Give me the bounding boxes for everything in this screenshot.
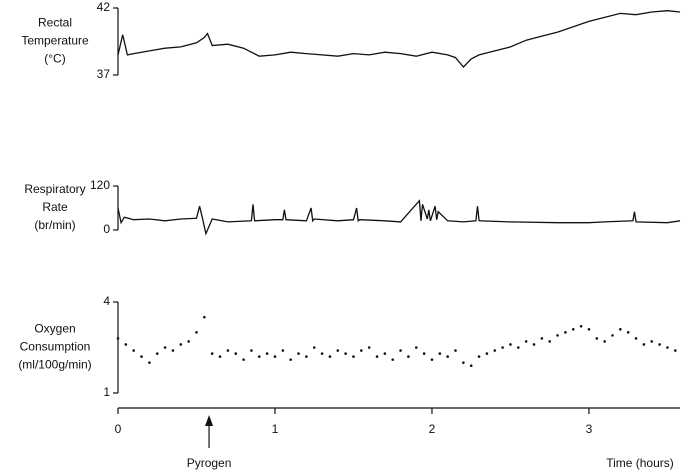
data-point bbox=[163, 346, 167, 349]
y-label: (°C) bbox=[44, 52, 65, 66]
data-point bbox=[619, 328, 622, 331]
data-point bbox=[673, 349, 677, 352]
data-point bbox=[564, 331, 567, 334]
data-point bbox=[548, 340, 552, 343]
y-label: (br/min) bbox=[34, 218, 75, 232]
data-point bbox=[611, 334, 614, 337]
data-point bbox=[540, 337, 544, 340]
data-point bbox=[203, 315, 206, 319]
data-point bbox=[603, 340, 606, 343]
x-tick-label: 1 bbox=[272, 422, 279, 436]
data-point bbox=[195, 331, 198, 334]
data-point bbox=[218, 355, 222, 358]
data-point bbox=[658, 343, 661, 346]
data-point bbox=[132, 349, 135, 352]
data-point bbox=[360, 349, 363, 352]
data-point bbox=[344, 352, 347, 355]
data-point bbox=[399, 349, 402, 352]
data-point bbox=[171, 349, 175, 352]
data-point bbox=[210, 352, 214, 355]
y-label: Respiratory bbox=[24, 182, 85, 196]
data-point bbox=[407, 355, 410, 358]
data-point bbox=[579, 324, 583, 328]
x-tick-label: 3 bbox=[586, 422, 593, 436]
y-tick-label: 0 bbox=[103, 222, 110, 236]
data-point bbox=[524, 340, 528, 343]
y-label: Consumption bbox=[20, 340, 91, 354]
data-point bbox=[477, 355, 481, 358]
data-point bbox=[438, 352, 442, 355]
data-point bbox=[367, 346, 371, 349]
data-point bbox=[320, 352, 324, 355]
y-label: Oxygen bbox=[34, 322, 75, 336]
data-point bbox=[391, 358, 395, 361]
y-label: Rate bbox=[42, 200, 68, 214]
data-point bbox=[422, 352, 426, 355]
data-point bbox=[328, 355, 332, 358]
data-point bbox=[305, 355, 308, 358]
data-point bbox=[116, 337, 120, 340]
data-point bbox=[485, 352, 489, 355]
data-point bbox=[226, 349, 230, 352]
data-line bbox=[117, 10, 681, 68]
data-point bbox=[666, 346, 669, 349]
data-point bbox=[571, 328, 575, 331]
data-point bbox=[469, 364, 473, 368]
data-point bbox=[148, 361, 151, 364]
data-point bbox=[501, 346, 504, 349]
data-point bbox=[179, 343, 183, 346]
data-point bbox=[312, 346, 316, 349]
data-point bbox=[509, 343, 512, 346]
data-point bbox=[430, 358, 434, 361]
annotation: Pyrogen bbox=[187, 456, 232, 470]
data-point bbox=[273, 355, 277, 358]
data-point bbox=[493, 349, 497, 352]
data-line bbox=[117, 199, 681, 236]
data-point bbox=[281, 349, 285, 352]
data-point bbox=[532, 343, 536, 346]
data-point bbox=[289, 358, 292, 361]
data-point bbox=[336, 349, 340, 352]
data-point bbox=[595, 337, 599, 340]
data-point bbox=[462, 361, 465, 364]
data-point bbox=[297, 352, 300, 355]
data-point bbox=[517, 346, 520, 349]
y-label: (ml/100g/min) bbox=[18, 358, 91, 372]
data-point bbox=[140, 355, 143, 358]
y-tick-label: 1 bbox=[103, 385, 110, 399]
y-tick-label: 120 bbox=[90, 178, 110, 192]
data-point bbox=[650, 340, 654, 343]
arrow-head bbox=[205, 415, 214, 426]
data-point bbox=[446, 355, 449, 358]
data-point bbox=[234, 352, 238, 355]
data-point bbox=[242, 358, 245, 361]
y-tick-label: 42 bbox=[97, 0, 111, 14]
data-point bbox=[250, 349, 253, 352]
x-tick-label: 2 bbox=[429, 422, 436, 436]
data-point bbox=[265, 352, 269, 355]
data-point bbox=[642, 343, 646, 346]
y-tick-label: 37 bbox=[97, 67, 111, 81]
data-point bbox=[454, 349, 457, 352]
data-point bbox=[155, 352, 159, 355]
data-point bbox=[626, 331, 630, 334]
y-label: Temperature bbox=[21, 34, 89, 48]
data-point bbox=[587, 328, 591, 331]
data-point bbox=[257, 355, 261, 358]
data-point bbox=[124, 343, 128, 346]
y-tick-label: 4 bbox=[103, 294, 110, 308]
data-point bbox=[187, 340, 190, 343]
x-tick-label: 0 bbox=[115, 422, 122, 436]
data-point bbox=[375, 355, 379, 358]
data-point bbox=[556, 334, 559, 337]
x-label: Time (hours) bbox=[606, 456, 674, 470]
data-point bbox=[634, 337, 638, 340]
data-point bbox=[352, 355, 355, 358]
y-label: Rectal bbox=[38, 16, 72, 30]
data-point bbox=[383, 352, 387, 355]
data-point bbox=[414, 346, 418, 349]
